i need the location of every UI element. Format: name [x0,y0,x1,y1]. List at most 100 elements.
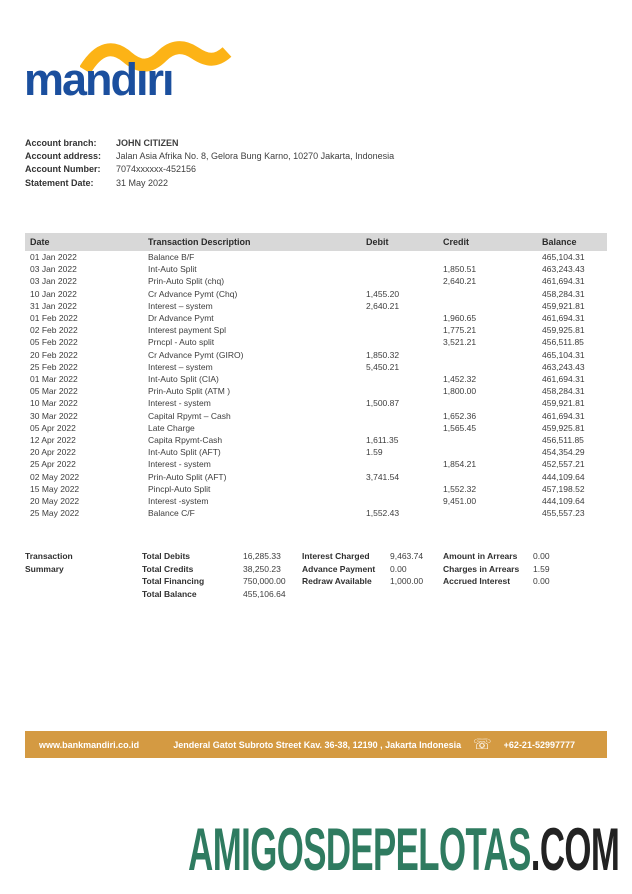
table-cell [443,446,542,458]
table-cell: 20 Feb 2022 [30,349,78,360]
table-cell [443,471,542,483]
table-cell: Capital Rpymt – Cash [148,410,231,421]
footer-phone: +62-21-52997777 [503,739,575,750]
table-cell: Interest – system [148,300,213,311]
table-cell: Interest - system [148,459,211,470]
summary-row: Transaction Total Debits 16,285.33 Interest… [25,550,607,563]
table-cell: Capita Rpymt-Cash [148,435,223,446]
table-row: 01 Mar 2022 Int-Auto Split (CIA) 1,452.32 4… [25,373,607,385]
table-cell: 10 Jan 2022 [30,288,77,299]
table-cell: Cr Advance Pymt (GIRO) [148,349,244,360]
summary-cell: 0.00 [533,576,550,587]
summary-row: Summary Total Credits 38,250.23 Advance Pay… [25,563,607,576]
summary-cell: Accrued Interest [443,576,511,587]
table-row: 05 Feb 2022 Prncpl - Auto split 3,521.21 45… [25,336,607,348]
table-cell [366,385,443,397]
table-cell: 459,921.81 [542,300,585,311]
table-cell: Balance B/F [148,252,195,262]
table-cell [366,324,443,336]
table-cell: 01 Feb 2022 [30,313,78,324]
table-cell: Prin-Auto Split (chq) [148,276,225,287]
table-cell: 10 Mar 2022 [30,398,78,409]
table-row: 10 Jan 2022 Cr Advance Pymt (Chq) 1,455.20… [25,288,607,300]
table-cell: 452,557.21 [542,459,585,470]
column-header: Transaction Description [148,237,251,247]
table-row: 30 Mar 2022 Capital Rpymt – Cash 1,652.36 4… [25,410,607,422]
table-cell: Balance C/F [148,508,195,519]
table-cell [443,397,542,409]
table-cell [366,373,443,385]
table-cell [443,251,542,263]
table-cell: 444,109.64 [542,471,585,482]
table-cell: 20 May 2022 [30,496,80,507]
table-cell [443,507,542,519]
table-cell: 05 Apr 2022 [30,422,76,433]
summary-cell: Amount in Arrears [443,551,518,561]
table-cell: Interest -system [148,496,209,507]
summary-cell [25,575,142,588]
watermark-name: AMIGOSDEPELOTAS [187,816,531,883]
table-cell: 1,552.43 [366,508,400,519]
table-cell: 2,640.21 [366,300,400,311]
table-cell [366,336,443,348]
table-row: 15 May 2022 Pincpl-Auto Split 1,552.32 457,… [25,483,607,495]
account-address-row: Account address: Jalan Asia Afrika No. 8… [25,150,585,163]
footer-address: Jenderal Gatot Subroto Street Kav. 36-38… [173,739,462,750]
summary-cell: Charges in Arrears [443,563,520,574]
table-cell: 25 Feb 2022 [30,361,78,372]
table-cell: 459,921.81 [542,398,585,409]
table-cell: 1,800.00 [443,386,477,397]
table-row: 05 Apr 2022 Late Charge 1,565.45 459,925.81 [25,422,607,434]
table-cell: 461,694.31 [542,374,585,385]
table-cell: Prin-Auto Split (ATM ) [148,386,231,397]
column-header: Credit [443,237,470,247]
summary-cell: Total Financing [142,576,205,587]
table-cell: 12 Apr 2022 [30,435,76,446]
column-header: Balance [542,237,577,247]
summary-cell [302,588,390,601]
table-row: 12 Apr 2022 Capita Rpymt-Cash 1,611.35 456,… [25,434,607,446]
summary-cell: Redraw Available [302,576,372,587]
transactions-body: 01 Jan 2022 Balance B/F 465,104.31 03 Jan 2… [25,251,607,519]
table-cell: Interest payment Spl [148,325,226,336]
summary-cell [390,588,443,601]
table-cell: 05 Feb 2022 [30,337,78,348]
table-cell: Late Charge [148,422,195,433]
account-branch-label: Account branch: [25,138,97,148]
table-cell: 20 Apr 2022 [30,447,76,458]
table-cell [443,361,542,373]
table-cell [443,288,542,300]
table-cell: Prncpl - Auto split [148,337,215,348]
watermark: AMIGOSDEPELOTAS.COM [188,820,620,880]
logo-text: mandırı [24,54,175,105]
table-cell: Dr Advance Pymt [148,313,214,324]
summary-cell: 16,285.33 [243,551,281,561]
table-cell: 30 Mar 2022 [30,410,78,421]
table-row: 31 Jan 2022 Interest – system 2,640.21 459,… [25,300,607,312]
account-info: Account branch: JOHN CITIZEN Account add… [25,137,585,190]
table-cell: 03 Jan 2022 [30,276,77,287]
summary-cell [25,588,142,601]
footer-bar: www.bankmandiri.co.id Jenderal Gatot Sub… [25,731,607,758]
table-cell [366,495,443,507]
statement-date-row: Statement Date: 31 May 2022 [25,177,585,190]
transactions-table: Date Transaction Description Debit Credit Ba… [25,233,607,519]
table-row: 05 Mar 2022 Prin-Auto Split (ATM ) 1,800.0… [25,385,607,397]
table-cell: 25 May 2022 [30,508,80,519]
account-address-label: Account address: [25,151,102,162]
statement-date-value: 31 May 2022 [116,177,169,188]
table-row: 20 Feb 2022 Cr Advance Pymt (GIRO) 1,850.3… [25,349,607,361]
summary-cell: 455,106.64 [243,589,286,600]
table-cell: 457,198.52 [542,483,585,494]
table-cell: 1,455.20 [366,288,400,299]
table-row: 25 Feb 2022 Interest – system 5,450.21 463,… [25,361,607,373]
table-cell: 1,500.87 [366,398,400,409]
table-row: 20 May 2022 Interest -system 9,451.00 444,1… [25,495,607,507]
table-cell [366,410,443,422]
table-cell: 1,565.45 [443,422,477,433]
table-cell: Int-Auto Split (CIA) [148,374,219,385]
footer-website: www.bankmandiri.co.id [39,739,140,750]
column-header: Debit [366,237,389,247]
statement-date-label: Statement Date: [25,177,94,188]
table-cell [366,422,443,434]
